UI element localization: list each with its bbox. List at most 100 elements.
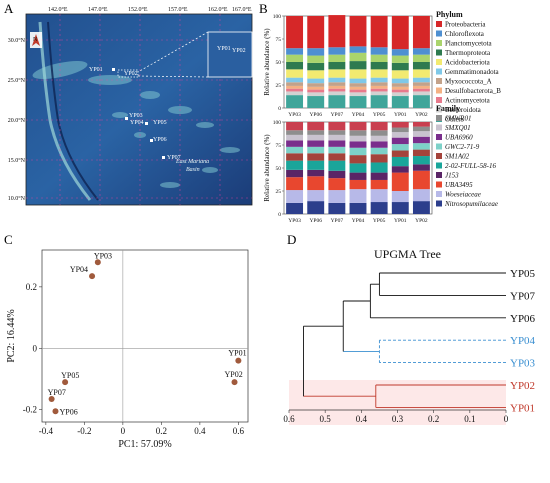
bar-segment [370,62,388,70]
bar-segment [286,88,304,92]
bar-segment [349,89,367,93]
scatter-point [89,273,96,280]
bar-segment [412,136,430,144]
bar-segment [328,62,346,70]
leaf-label: YP04 [510,335,536,347]
lat-tick-label: 25.0°N [8,77,26,84]
bar-segment [349,86,367,90]
bar-segment [370,95,388,108]
legend-swatch [436,191,442,197]
bar-segment [307,169,325,177]
bar-segment [307,160,325,170]
north-label: N [33,37,38,43]
bar-segment [370,85,388,89]
legend-swatch [436,30,442,37]
bar-segment [328,160,346,171]
legend-swatch [436,162,442,169]
lon-tick-label: 162.0°E [208,6,228,13]
x-tick-label: 0.6 [283,414,295,424]
bar-segment [370,189,388,203]
bar-segment [286,62,304,70]
lon-tick-label: 157.0°E [168,6,188,13]
bar-segment [412,91,430,96]
bar-segment [328,91,346,96]
bar-segment [349,96,367,108]
bar-segment [307,83,325,87]
lon-tick-label: 152.0°E [128,6,148,13]
bar-segment [286,122,304,131]
legend-label: Nitrosopumilaceae [444,200,498,208]
bar-segment [307,48,325,56]
bar-segment [370,147,388,155]
bar-segment [349,147,367,156]
legend-label: UBA6960 [445,134,473,142]
leaf-label: YP03 [510,358,536,370]
bar-segment [412,164,430,171]
y-tick-label: 50 [276,60,282,66]
bar-segment [328,15,346,48]
station-labels: YP01 YP02 YP03 YP04 YP05 YP06 YP07 YP01 … [89,46,246,161]
legend-swatch [436,97,442,103]
bar-segment [349,69,367,79]
bar-segment [307,55,325,63]
lon-tick-labels: 142.0°E 147.0°E 152.0°E 157.0°E 162.0°E … [48,6,252,13]
legend-swatch [436,172,442,178]
bar-segment [412,62,430,70]
point-label: YP05 [61,371,79,380]
bar-segment [391,172,409,191]
legend-label: GWC2-71-9 [445,143,480,151]
bar-segment [286,54,304,62]
bar-segment [328,82,346,86]
bar-segment [328,54,346,62]
lat-tick-labels: 30.0°N 25.0°N 20.0°N 15.0°N 10.0°N [8,37,26,202]
bar-segment [328,77,346,83]
x-tick-label: 0 [121,426,126,436]
x-tick-label: 0.6 [233,426,245,436]
lat-tick-label: 15.0°N [8,157,26,164]
station-label-yp02: YP02 [124,71,138,77]
x-tick-label: 0.4 [356,414,368,424]
point-label: YP06 [59,407,77,416]
bar-segment [391,96,409,108]
legend-swatch [436,143,442,150]
bar-segment [286,190,304,203]
bar-segment [412,85,430,89]
bar-segment [349,155,367,164]
bar-segment [391,191,409,203]
bar-segment [349,172,367,180]
bar-segment [349,163,367,173]
x-tick-label: YP05 [373,112,386,118]
inset-map [207,31,253,78]
y-tick-label: 0 [278,106,281,112]
legend-swatch [436,106,442,113]
legend-swatch [436,21,442,27]
x-tick-label: YP05 [373,218,386,224]
bar-segment [328,202,346,214]
x-tick-label: YP06 [309,112,322,118]
bar-segment [286,95,304,108]
bar-segment [286,202,304,214]
x-tick-label: YP01 [394,218,407,224]
basin-label: Basin [186,167,200,173]
bar-segment [412,77,430,83]
bar-segment [307,92,325,97]
x-tick-label: -0.2 [77,426,91,436]
bar-segment [370,135,388,142]
scatter-point [52,408,59,415]
bar-segment [307,201,325,214]
x-tick-label: YP02 [415,112,428,118]
bar-segment [412,82,430,86]
legend-label: Others [445,116,464,124]
bar-segment [391,202,409,214]
bar-segment [412,54,430,62]
bar-segment [370,141,388,148]
bathymetry-map: 142.0°E 147.0°E 152.0°E 157.0°E 162.0°E … [8,6,253,206]
bar-segment [328,178,346,191]
lon-tick-label: 147.0°E [88,6,108,13]
bar-segment [412,88,430,92]
x-tick-label: YP07 [331,112,344,118]
legend-label: Gemmatimonadota [445,68,500,76]
legend-label: Desulfobacterota_B [445,87,501,95]
bar-segment [412,48,430,55]
legend-swatch [436,59,442,65]
